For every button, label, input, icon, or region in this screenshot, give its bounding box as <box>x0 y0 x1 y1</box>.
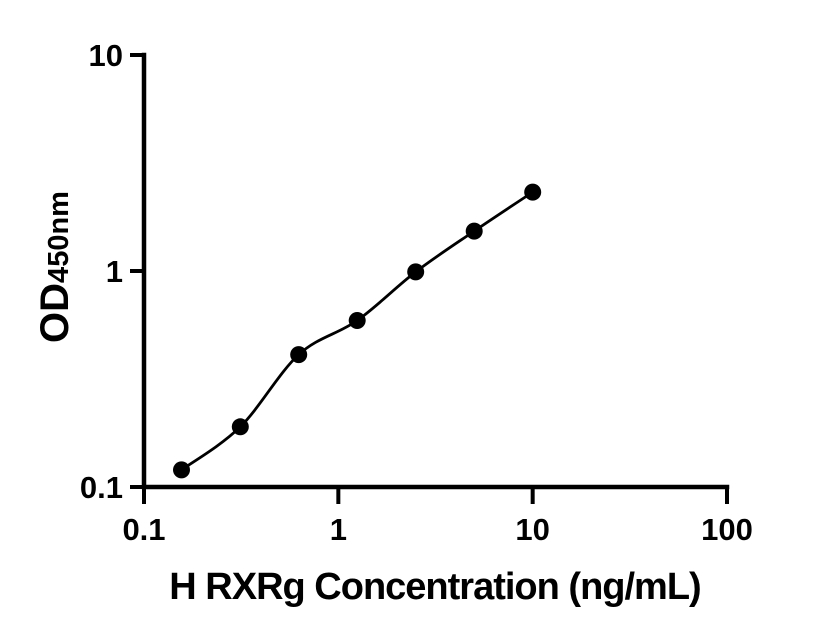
x-tick-label: 100 <box>701 512 753 547</box>
y-tick-label: 1 <box>106 254 123 289</box>
data-point <box>407 263 425 281</box>
y-axis-title-sub: 450nm <box>43 191 75 283</box>
x-tick-label: 10 <box>515 512 549 547</box>
data-point <box>173 461 190 479</box>
y-tick-label: 0.1 <box>80 470 123 505</box>
data-point <box>290 346 308 364</box>
y-axis-title-main: OD <box>33 283 77 343</box>
axes-layer: 0.1 1 10 0.1 1 10 100 <box>80 38 753 547</box>
data-point <box>465 222 483 240</box>
data-point <box>348 312 366 329</box>
x-tick-label: 0.1 <box>122 512 165 547</box>
y-tick-label: 10 <box>89 38 123 73</box>
data-layer <box>173 183 542 479</box>
data-point <box>231 418 249 436</box>
axis-spine <box>141 52 730 490</box>
y-axis-title: OD450nm <box>33 191 77 343</box>
data-point <box>524 183 542 201</box>
x-tick-label: 1 <box>330 512 347 547</box>
x-axis-title: H RXRg Concentration (ng/mL) <box>169 566 700 608</box>
